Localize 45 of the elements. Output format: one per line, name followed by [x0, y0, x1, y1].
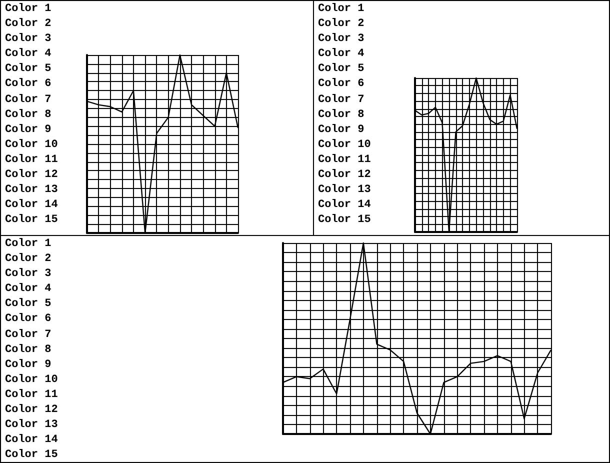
text: Color 7 — [5, 94, 52, 106]
text: Color 9 — [5, 124, 52, 136]
text: Color 2 — [318, 18, 364, 30]
text: Color 14 — [5, 199, 58, 212]
text: Color 11 — [318, 154, 371, 166]
text: Color 2 — [5, 18, 52, 30]
text: Color 9 — [318, 124, 364, 136]
text: Color 13 — [318, 184, 371, 196]
text: Color 4 — [5, 48, 52, 60]
text: Color 5 — [318, 63, 364, 76]
text: Color 10 — [5, 374, 58, 386]
text: Color 3 — [5, 268, 52, 280]
text: Color 15 — [5, 449, 58, 462]
text: Color 14 — [318, 199, 371, 212]
text: Color 1 — [318, 3, 364, 15]
text: Color 5 — [5, 298, 52, 310]
text: Color 5 — [5, 63, 52, 76]
text: Color 8 — [318, 108, 364, 121]
text: Color 13 — [5, 184, 58, 196]
text: Color 10 — [5, 138, 58, 151]
text: Color 11 — [5, 388, 58, 401]
text: Color 15 — [5, 214, 58, 226]
text: Color 8 — [5, 108, 52, 121]
text: Color 13 — [5, 419, 58, 432]
text: Color 12 — [5, 169, 58, 182]
text: Color 3 — [318, 33, 364, 46]
text: Color 2 — [5, 253, 52, 266]
text: Color 11 — [5, 154, 58, 166]
text: Color 4 — [5, 283, 52, 296]
text: Color 12 — [318, 169, 371, 182]
text: Color 6 — [318, 78, 364, 90]
text: Color 14 — [5, 434, 58, 446]
text: Color 4 — [318, 48, 364, 60]
text: Color 7 — [318, 94, 364, 106]
text: Color 9 — [5, 358, 52, 371]
text: Color 6 — [5, 313, 52, 326]
text: Color 15 — [318, 214, 371, 226]
text: Color 1 — [5, 238, 52, 250]
text: Color 6 — [5, 78, 52, 90]
text: Color 12 — [5, 404, 58, 416]
text: Color 7 — [5, 328, 52, 341]
text: Color 3 — [5, 33, 52, 46]
text: Color 1 — [5, 3, 52, 15]
text: Color 10 — [318, 138, 371, 151]
text: Color 8 — [5, 344, 52, 356]
